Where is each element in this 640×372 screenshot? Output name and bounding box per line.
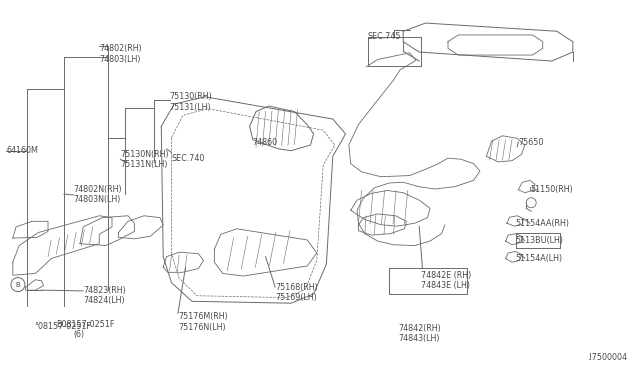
Text: 74842(RH): 74842(RH) [398, 324, 441, 333]
Text: 74802N(RH): 74802N(RH) [74, 185, 122, 194]
Text: B: B [15, 282, 20, 288]
Text: 74823(RH): 74823(RH) [83, 286, 126, 295]
Text: 75131(LH): 75131(LH) [170, 103, 211, 112]
Text: 51150(RH): 51150(RH) [530, 185, 573, 194]
Text: 74803(LH): 74803(LH) [99, 55, 141, 64]
Text: 74842E (RH): 74842E (RH) [421, 271, 472, 280]
Text: 64160M: 64160M [6, 146, 38, 155]
Text: SEC.745: SEC.745 [367, 32, 401, 41]
Text: 75176M(RH): 75176M(RH) [178, 312, 228, 321]
Text: (6): (6) [74, 330, 84, 339]
Text: 74802(RH): 74802(RH) [99, 44, 142, 53]
Text: 74803N(LH): 74803N(LH) [74, 195, 121, 204]
Text: 75130(RH): 75130(RH) [170, 92, 212, 101]
Text: °08157-0251F: °08157-0251F [35, 322, 92, 331]
Text: 75131N(LH): 75131N(LH) [120, 160, 168, 169]
Text: 75169(LH): 75169(LH) [275, 293, 317, 302]
Text: .I7500004: .I7500004 [588, 353, 627, 362]
Text: 5113BU(LH): 5113BU(LH) [516, 236, 564, 245]
Text: 75650: 75650 [518, 138, 544, 147]
Text: 75176N(LH): 75176N(LH) [178, 323, 225, 332]
Text: 74824(LH): 74824(LH) [83, 296, 125, 305]
Text: 74843E (LH): 74843E (LH) [421, 281, 470, 290]
Text: 74843(LH): 74843(LH) [398, 334, 440, 343]
Text: B08157-0251F: B08157-0251F [56, 320, 115, 329]
Text: 51154AA(RH): 51154AA(RH) [516, 219, 570, 228]
Text: 74860: 74860 [253, 138, 278, 147]
Text: 75130N(RH): 75130N(RH) [120, 150, 169, 159]
Text: 75168(RH): 75168(RH) [275, 283, 318, 292]
Text: SEC.740: SEC.740 [172, 154, 205, 163]
Text: 51154A(LH): 51154A(LH) [516, 254, 563, 263]
